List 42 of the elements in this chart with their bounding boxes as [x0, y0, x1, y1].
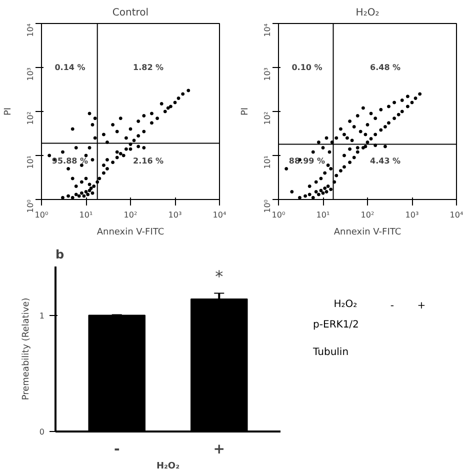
- annotation: *: [215, 266, 224, 286]
- annotation: 4.43 %: [370, 156, 401, 166]
- x-tick-label: 10²: [124, 210, 138, 220]
- x-tick-label: 10⁴: [450, 210, 464, 220]
- annotation: 95.88 %: [52, 156, 88, 166]
- text: Tubulin: [312, 347, 349, 358]
- annotation: 0.14 %: [54, 63, 86, 72]
- y-tick-label: 10²: [26, 111, 35, 125]
- y-tick-label: 1: [39, 311, 45, 320]
- x-axis-title: Annexin V-FITC: [96, 228, 164, 238]
- chart-title: H₂O₂: [356, 8, 380, 18]
- annotation: 6.48 %: [370, 63, 401, 72]
- y-tick-label: 10¹: [263, 155, 272, 169]
- annotation: 88.99 %: [288, 156, 326, 166]
- y-axis-title: PI: [4, 107, 14, 116]
- x-axis-title: H₂O₂: [156, 462, 180, 472]
- x-tick-label: 10¹: [79, 210, 93, 220]
- y-axis-title: Premeability (Relative): [21, 298, 32, 400]
- chart-title: Control: [112, 8, 149, 18]
- text: p-ERK1/2: [313, 320, 359, 331]
- annotation: 0.10 %: [292, 63, 322, 72]
- y-axis-title: PI: [240, 107, 250, 116]
- annotation: 1.82 %: [133, 63, 164, 72]
- y-tick-label: 10⁴: [263, 23, 272, 37]
- x-tick-label: 10¹: [316, 210, 330, 220]
- text: +: [417, 300, 426, 312]
- y-tick-label: 10²: [263, 111, 272, 125]
- y-tick-label: 10³: [263, 67, 272, 81]
- x-tick-label: 10³: [168, 210, 182, 220]
- x-tick-label: 10⁰: [272, 210, 286, 220]
- x-tick-label: 10²: [360, 210, 374, 220]
- y-tick-label: 10¹: [26, 155, 35, 169]
- annotation: 2.16 %: [133, 156, 164, 166]
- x-axis-title: Annexin V-FITC: [334, 228, 402, 238]
- y-tick-label: 10⁴: [26, 23, 35, 37]
- x-tick-label: 10³: [405, 210, 419, 220]
- chart-title: b: [56, 248, 64, 262]
- x-tick-label: 10⁴: [212, 210, 226, 220]
- text: -: [390, 300, 394, 312]
- text: H₂O₂: [334, 299, 358, 310]
- y-tick-label: 0: [39, 428, 45, 436]
- y-tick-label: 10³: [26, 67, 35, 81]
